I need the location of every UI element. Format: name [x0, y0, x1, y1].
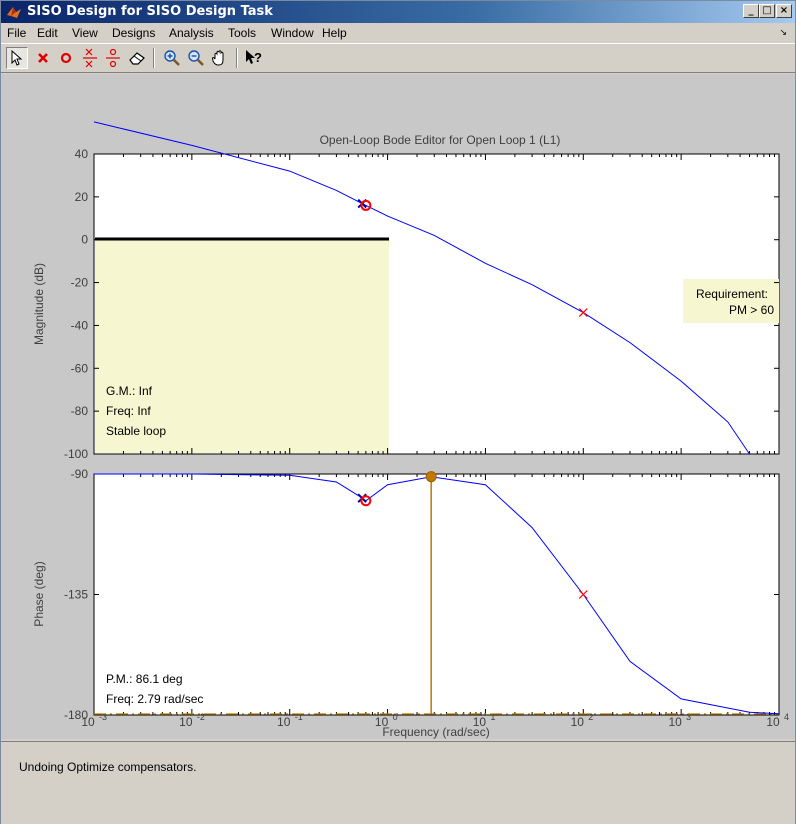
compensator-pole-marker[interactable] [578, 590, 588, 599]
phase-margin-marker[interactable] [425, 471, 437, 483]
whats-this-help-icon[interactable]: ? [243, 47, 265, 69]
frequency-tick-label: 10 [277, 715, 291, 729]
frequency-tick-exponent: 0 [393, 712, 398, 722]
gain-margin-text: G.M.: Inf [106, 384, 153, 398]
frequency-tick-label: 10 [571, 715, 585, 729]
dock-arrow-icon[interactable]: ↘ [779, 27, 787, 37]
menu-file[interactable]: File [7, 26, 27, 40]
plot-title: Open-Loop Bode Editor for Open Loop 1 (L… [320, 133, 561, 147]
phase-tick-label: -180 [64, 708, 88, 722]
frequency-tick-exponent: -2 [197, 712, 205, 722]
frequency-tick-label: 10 [766, 715, 780, 729]
magnitude-tick-label: 0 [81, 233, 88, 247]
bode-plot-svg: Open-Loop Bode Editor for Open Loop 1 (L… [32, 121, 789, 739]
gain-margin-region [95, 239, 389, 453]
magnitude-axis-label: Magnitude (dB) [32, 263, 46, 345]
compensator-zero-marker[interactable] [360, 199, 372, 211]
frequency-tick-label: 10 [375, 715, 389, 729]
phase-axis-label: Phase (deg) [32, 561, 46, 626]
magnitude-tick-label: 20 [75, 190, 89, 204]
phase-margin-text: P.M.: 86.1 deg [106, 672, 183, 686]
frequency-tick-exponent: -3 [99, 712, 107, 722]
frequency-tick-exponent: 4 [784, 712, 789, 722]
select-arrow-icon[interactable] [6, 47, 28, 69]
menu-edit[interactable]: Edit [37, 26, 58, 40]
window-title: SISO Design for SISO Design Task [27, 4, 273, 19]
menu-help[interactable]: Help [322, 26, 347, 40]
magnitude-curve[interactable] [93, 121, 750, 455]
status-bar: Undoing Optimize compensators. [1, 741, 795, 824]
frequency-tick-exponent: -1 [295, 712, 303, 722]
compensator-pole-marker[interactable] [578, 308, 588, 317]
minimize-button[interactable]: _ [743, 4, 759, 18]
pan-hand-icon[interactable] [209, 47, 231, 69]
phase-tick-label: -135 [64, 588, 88, 602]
maximize-button[interactable]: □ [759, 4, 775, 18]
menu-analysis[interactable]: Analysis [169, 26, 214, 40]
magnitude-tick-label: -40 [71, 318, 89, 332]
menu-designs[interactable]: Designs [112, 26, 156, 40]
magnitude-tick-label: -100 [64, 447, 88, 461]
magnitude-tick-label: 40 [75, 147, 89, 161]
requirement-box[interactable] [683, 279, 779, 323]
add-complex-zero-icon[interactable] [102, 47, 124, 69]
plot-area: Open-Loop Bode Editor for Open Loop 1 (L… [1, 74, 795, 739]
matlab-logo-icon [7, 7, 21, 18]
toolbar: ? [1, 43, 795, 73]
magnitude-tick-label: -80 [71, 404, 89, 418]
erase-icon[interactable] [126, 47, 148, 69]
frequency-tick-exponent: 3 [686, 712, 691, 722]
menu-view[interactable]: View [72, 26, 98, 40]
status-text: Undoing Optimize compensators. [19, 760, 197, 774]
frequency-axis-label: Frequency (rad/sec) [382, 725, 489, 739]
add-complex-pole-icon[interactable] [79, 47, 101, 69]
title-bar[interactable]: SISO Design for SISO Design Task _ □ × [1, 1, 795, 23]
menu-tools[interactable]: Tools [228, 26, 257, 40]
add-real-zero-icon[interactable] [55, 47, 77, 69]
close-button[interactable]: × [776, 4, 792, 18]
gain-margin-freq-text: Freq: Inf [106, 404, 151, 418]
compensator-zero-marker[interactable] [360, 495, 372, 507]
svg-text:?: ? [254, 50, 262, 65]
menu-bar: File Edit View Designs Analysis Tools Wi… [1, 23, 795, 43]
zoom-out-icon[interactable] [185, 47, 207, 69]
magnitude-tick-label: -60 [71, 361, 89, 375]
frequency-tick-exponent: 1 [490, 712, 495, 722]
phase-tick-label: -90 [71, 467, 89, 481]
frequency-tick-label: 10 [473, 715, 487, 729]
phase-axes[interactable] [93, 473, 780, 716]
stability-text: Stable loop [106, 424, 166, 438]
frequency-tick-label: 10 [81, 715, 95, 729]
requirement-value: PM > 60 [729, 303, 774, 317]
magnitude-tick-label: -20 [71, 276, 89, 290]
frequency-tick-exponent: 2 [588, 712, 593, 722]
frequency-tick-label: 10 [668, 715, 682, 729]
menu-window[interactable]: Window [271, 26, 314, 40]
frequency-tick-label: 10 [179, 715, 193, 729]
zoom-in-icon[interactable] [161, 47, 183, 69]
phase-margin-freq-text: Freq: 2.79 rad/sec [106, 692, 203, 706]
requirement-label: Requirement: [696, 287, 768, 301]
add-real-pole-icon[interactable] [32, 47, 54, 69]
